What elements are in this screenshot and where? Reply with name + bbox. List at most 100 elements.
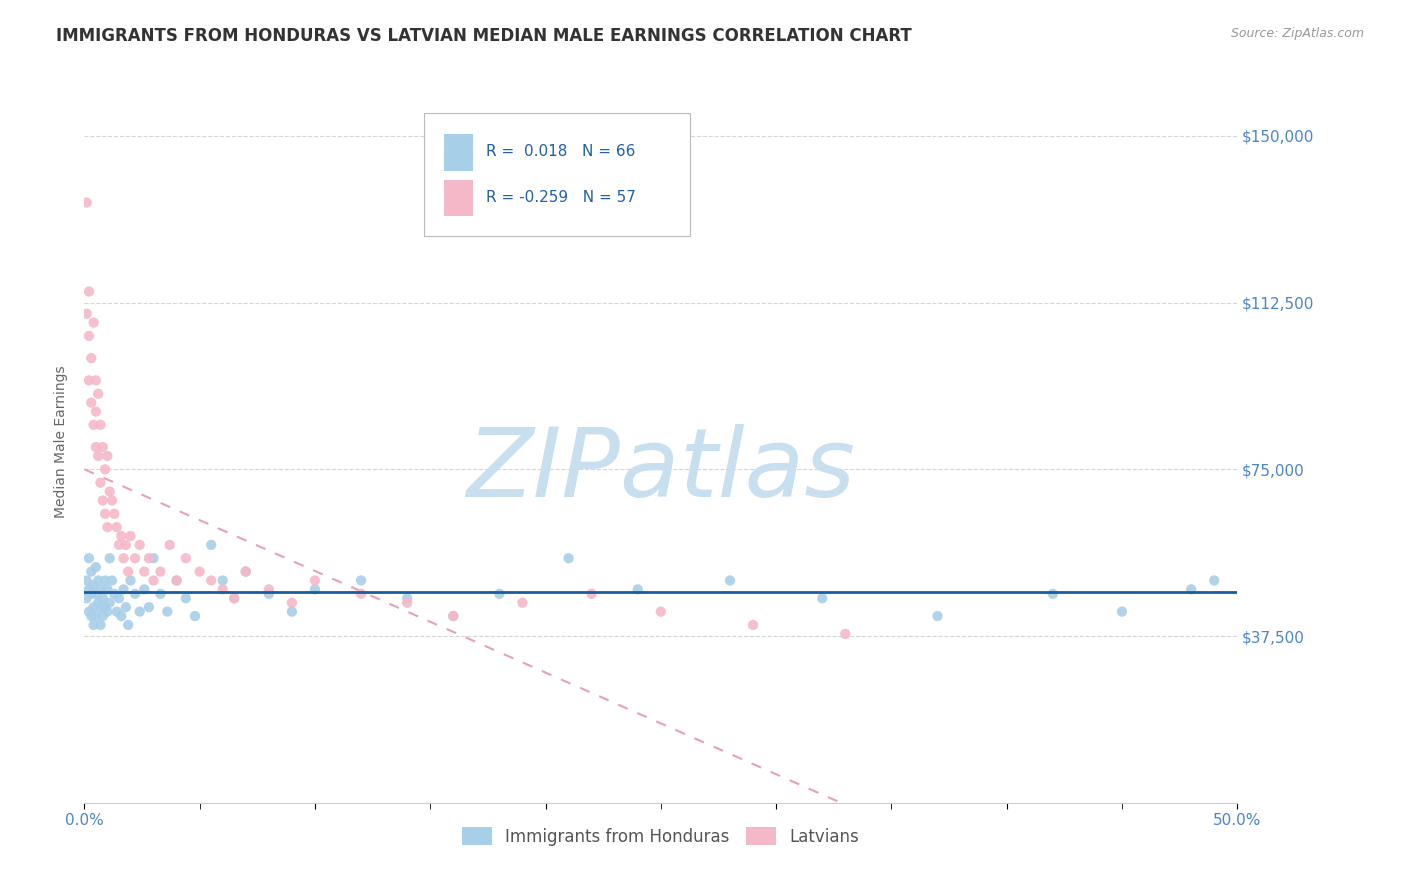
Point [80,565,103,579]
Point [84,404,107,418]
Point [94,462,117,476]
Point [257,582,280,597]
Point [110,609,132,624]
Point [235,565,257,579]
Point [396,591,419,606]
Point [84,560,107,574]
Point [134,565,156,579]
Point [281,596,304,610]
Point [87,596,110,610]
Point [742,618,765,632]
Point [156,605,179,619]
Point [94,574,117,588]
Point [441,609,464,624]
Point [91,493,114,508]
Point [927,609,949,624]
Point [76,574,98,588]
Point [174,551,197,566]
Point [87,386,110,401]
Text: Source: ZipAtlas.com: Source: ZipAtlas.com [1230,27,1364,40]
Point [96,449,118,463]
FancyBboxPatch shape [425,112,690,235]
Point [396,596,419,610]
Y-axis label: Median Male Earnings: Median Male Earnings [55,365,69,518]
Point [110,529,132,543]
Point [76,195,98,210]
Point [84,373,107,387]
Point [77,605,100,619]
Point [304,582,326,597]
Point [257,587,280,601]
Point [128,538,150,552]
Point [83,417,105,432]
Point [96,520,118,534]
Text: R = -0.259   N = 57: R = -0.259 N = 57 [485,190,636,205]
Point [138,551,160,566]
Point [557,551,579,566]
Text: R =  0.018   N = 66: R = 0.018 N = 66 [485,144,636,159]
Point [142,551,165,566]
Point [120,529,142,543]
Point [581,587,603,601]
Legend: Immigrants from Honduras, Latvians: Immigrants from Honduras, Latvians [456,821,866,852]
Point [80,587,103,601]
Point [77,551,100,566]
Point [98,484,121,499]
Point [96,605,118,619]
Point [124,551,146,566]
Point [120,574,142,588]
Point [84,587,107,601]
Point [89,582,111,597]
Point [103,507,125,521]
Point [112,582,135,597]
Point [77,329,100,343]
Point [76,307,98,321]
Point [718,574,741,588]
Point [91,591,114,606]
Point [103,587,125,601]
Point [224,591,246,606]
Point [142,574,165,588]
FancyBboxPatch shape [444,180,472,216]
Point [834,627,856,641]
Point [83,316,105,330]
Point [117,565,139,579]
Point [91,440,114,454]
Point [89,475,111,490]
Point [138,600,160,615]
Point [188,565,211,579]
Text: ZIPatlas: ZIPatlas [467,424,855,517]
Point [84,609,107,624]
Point [811,591,834,606]
Point [77,285,100,299]
Point [87,449,110,463]
Point [184,609,207,624]
Point [304,574,326,588]
Point [83,618,105,632]
FancyBboxPatch shape [444,135,472,170]
Point [211,582,233,597]
Point [98,596,121,610]
Point [174,591,197,606]
Point [91,609,114,624]
Point [80,351,103,366]
Point [650,605,672,619]
Point [1180,582,1202,597]
Point [94,600,117,615]
Point [105,605,128,619]
Point [166,574,188,588]
Point [512,596,534,610]
Point [80,395,103,409]
Point [128,605,150,619]
Point [281,605,304,619]
Point [441,609,464,624]
Point [89,600,111,615]
Point [124,587,146,601]
Point [96,582,118,597]
Point [350,587,373,601]
Point [112,551,135,566]
Point [98,551,121,566]
Point [94,507,117,521]
Point [101,574,124,588]
Point [149,587,172,601]
